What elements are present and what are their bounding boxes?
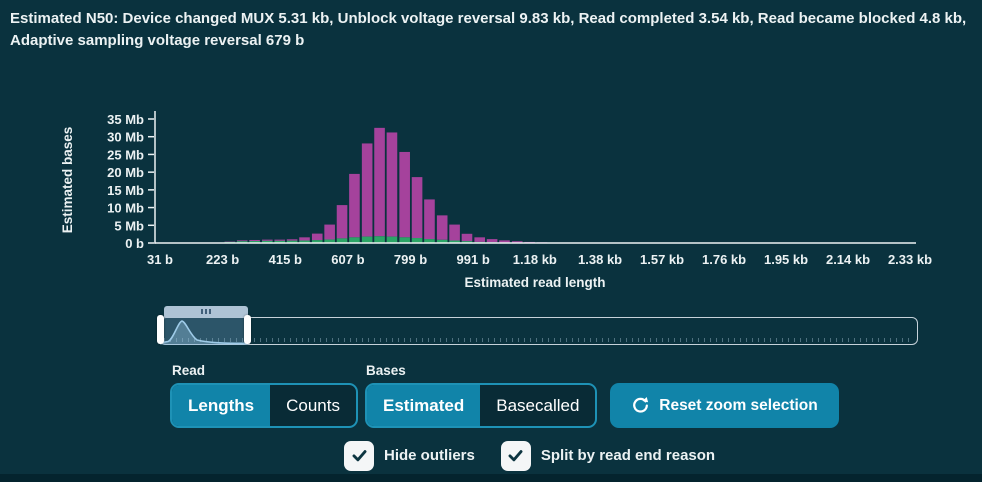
x-tick-label: 1.18 kb	[513, 252, 557, 267]
bar-magenta	[286, 239, 298, 241]
bar-magenta	[262, 239, 273, 241]
bottom-edge-strip	[0, 474, 982, 482]
slider-drag-handle[interactable]	[164, 306, 248, 317]
bar-green	[236, 241, 248, 243]
y-tick-label: 35 Mb	[107, 112, 144, 127]
slider-track[interactable]	[160, 317, 918, 345]
bar-magenta	[249, 239, 260, 242]
checkmark-icon	[352, 450, 366, 462]
bar-magenta	[436, 215, 448, 240]
bar-magenta	[486, 239, 498, 243]
bar-green	[374, 236, 385, 243]
y-tick-label: 0 b	[125, 236, 144, 251]
bar-green	[424, 239, 435, 243]
bar-magenta	[424, 199, 435, 240]
bar-green	[299, 240, 310, 243]
x-tick-label: 2.14 kb	[826, 252, 870, 267]
y-tick-label: 5 Mb	[114, 218, 144, 233]
checkbox-split-by-read-end-reason[interactable]	[500, 440, 531, 471]
bar-green	[386, 236, 398, 243]
bar-magenta	[511, 241, 523, 243]
checkbox-row: Hide outliers Split by read end reason	[344, 440, 715, 471]
toggle-option-estimated[interactable]: Estimated	[367, 385, 481, 426]
x-tick-label: 1.38 kb	[578, 252, 622, 267]
y-axis-label: Estimated bases	[60, 127, 75, 234]
bar-green	[249, 241, 260, 243]
slider-density-curve	[160, 320, 248, 345]
toggle-read: Lengths Counts	[170, 383, 358, 428]
bar-green	[324, 239, 335, 243]
bar-green	[286, 240, 298, 243]
bar-green	[349, 237, 360, 243]
y-tick-label: 20 Mb	[107, 165, 144, 180]
bar-green	[311, 240, 323, 243]
x-tick-label: 991 b	[457, 252, 490, 267]
slider-selection[interactable]	[160, 317, 248, 345]
bar-green	[411, 238, 423, 243]
y-tick-label: 15 Mb	[107, 183, 144, 198]
bar-magenta	[386, 132, 398, 237]
x-tick-label: 415 b	[269, 252, 302, 267]
bar-magenta	[236, 240, 248, 242]
x-axis-label: Estimated read length	[464, 275, 605, 290]
y-tick-label: 10 Mb	[107, 201, 144, 216]
bar-magenta	[374, 127, 385, 237]
x-tick-label: 31 b	[147, 252, 173, 267]
x-tick-label: 223 b	[206, 252, 239, 267]
x-tick-label: 607 b	[331, 252, 364, 267]
bases-group-label: Bases	[366, 363, 406, 378]
x-tick-label: 1.57 kb	[640, 252, 684, 267]
bar-magenta	[311, 233, 323, 241]
bar-magenta	[461, 233, 473, 242]
bar-magenta	[324, 224, 335, 240]
read-group-label: Read	[172, 363, 206, 378]
bar-green	[449, 240, 460, 243]
bar-green	[361, 236, 373, 243]
read-length-histogram-chart: 0 b 5 Mb 10 Mb 15 Mb 20 Mb 25 Mb 30 Mb 35 Mb 31 …	[60, 111, 932, 290]
bar-magenta	[449, 224, 460, 241]
toggle-option-lengths[interactable]: Lengths	[172, 385, 271, 426]
bar-green	[262, 240, 273, 243]
bar-green	[461, 241, 473, 243]
toggle-option-basecalled[interactable]: Basecalled	[496, 395, 580, 415]
bar-green	[274, 240, 286, 243]
checkbox-hide-outliers[interactable]	[344, 440, 374, 471]
bar-green	[436, 239, 448, 243]
y-tick-label: 25 Mb	[107, 147, 144, 162]
reset-zoom-button[interactable]: Reset zoom selection	[610, 383, 839, 428]
toggle-option-counts[interactable]: Counts	[286, 395, 340, 415]
bar-green	[336, 238, 348, 243]
y-tick-label: 30 Mb	[107, 130, 144, 145]
slider-handle-left[interactable]	[157, 315, 164, 344]
checkbox-label-split-by-read-end-reason[interactable]: Split by read end reason	[540, 447, 716, 464]
bar-magenta	[336, 205, 348, 239]
x-tick-label: 1.95 kb	[764, 252, 808, 267]
x-tick-label: 2.33 kb	[888, 252, 932, 267]
bar-magenta	[299, 237, 310, 241]
bar-magenta	[274, 239, 286, 241]
bar-magenta	[411, 177, 423, 239]
bar-magenta	[349, 173, 360, 238]
toggle-bases: Estimated Basecalled	[365, 383, 598, 428]
estimated-n50-title: Estimated N50: Device changed MUX 5.31 k…	[10, 10, 967, 49]
slider-handle-right[interactable]	[244, 315, 251, 344]
checkbox-label-hide-outliers[interactable]: Hide outliers	[384, 447, 475, 464]
bar-green	[399, 237, 410, 243]
bar-magenta	[499, 240, 510, 243]
bar-magenta	[474, 237, 486, 242]
checkmark-icon	[508, 450, 523, 462]
bar-magenta	[361, 143, 373, 237]
refresh-icon	[631, 396, 650, 415]
bar-magenta	[399, 151, 410, 238]
x-tick-label: 799 b	[394, 252, 427, 267]
reset-zoom-button-label: Reset zoom selection	[659, 396, 818, 414]
drag-grip-icon	[205, 309, 207, 314]
x-tick-label: 1.76 kb	[702, 252, 746, 267]
